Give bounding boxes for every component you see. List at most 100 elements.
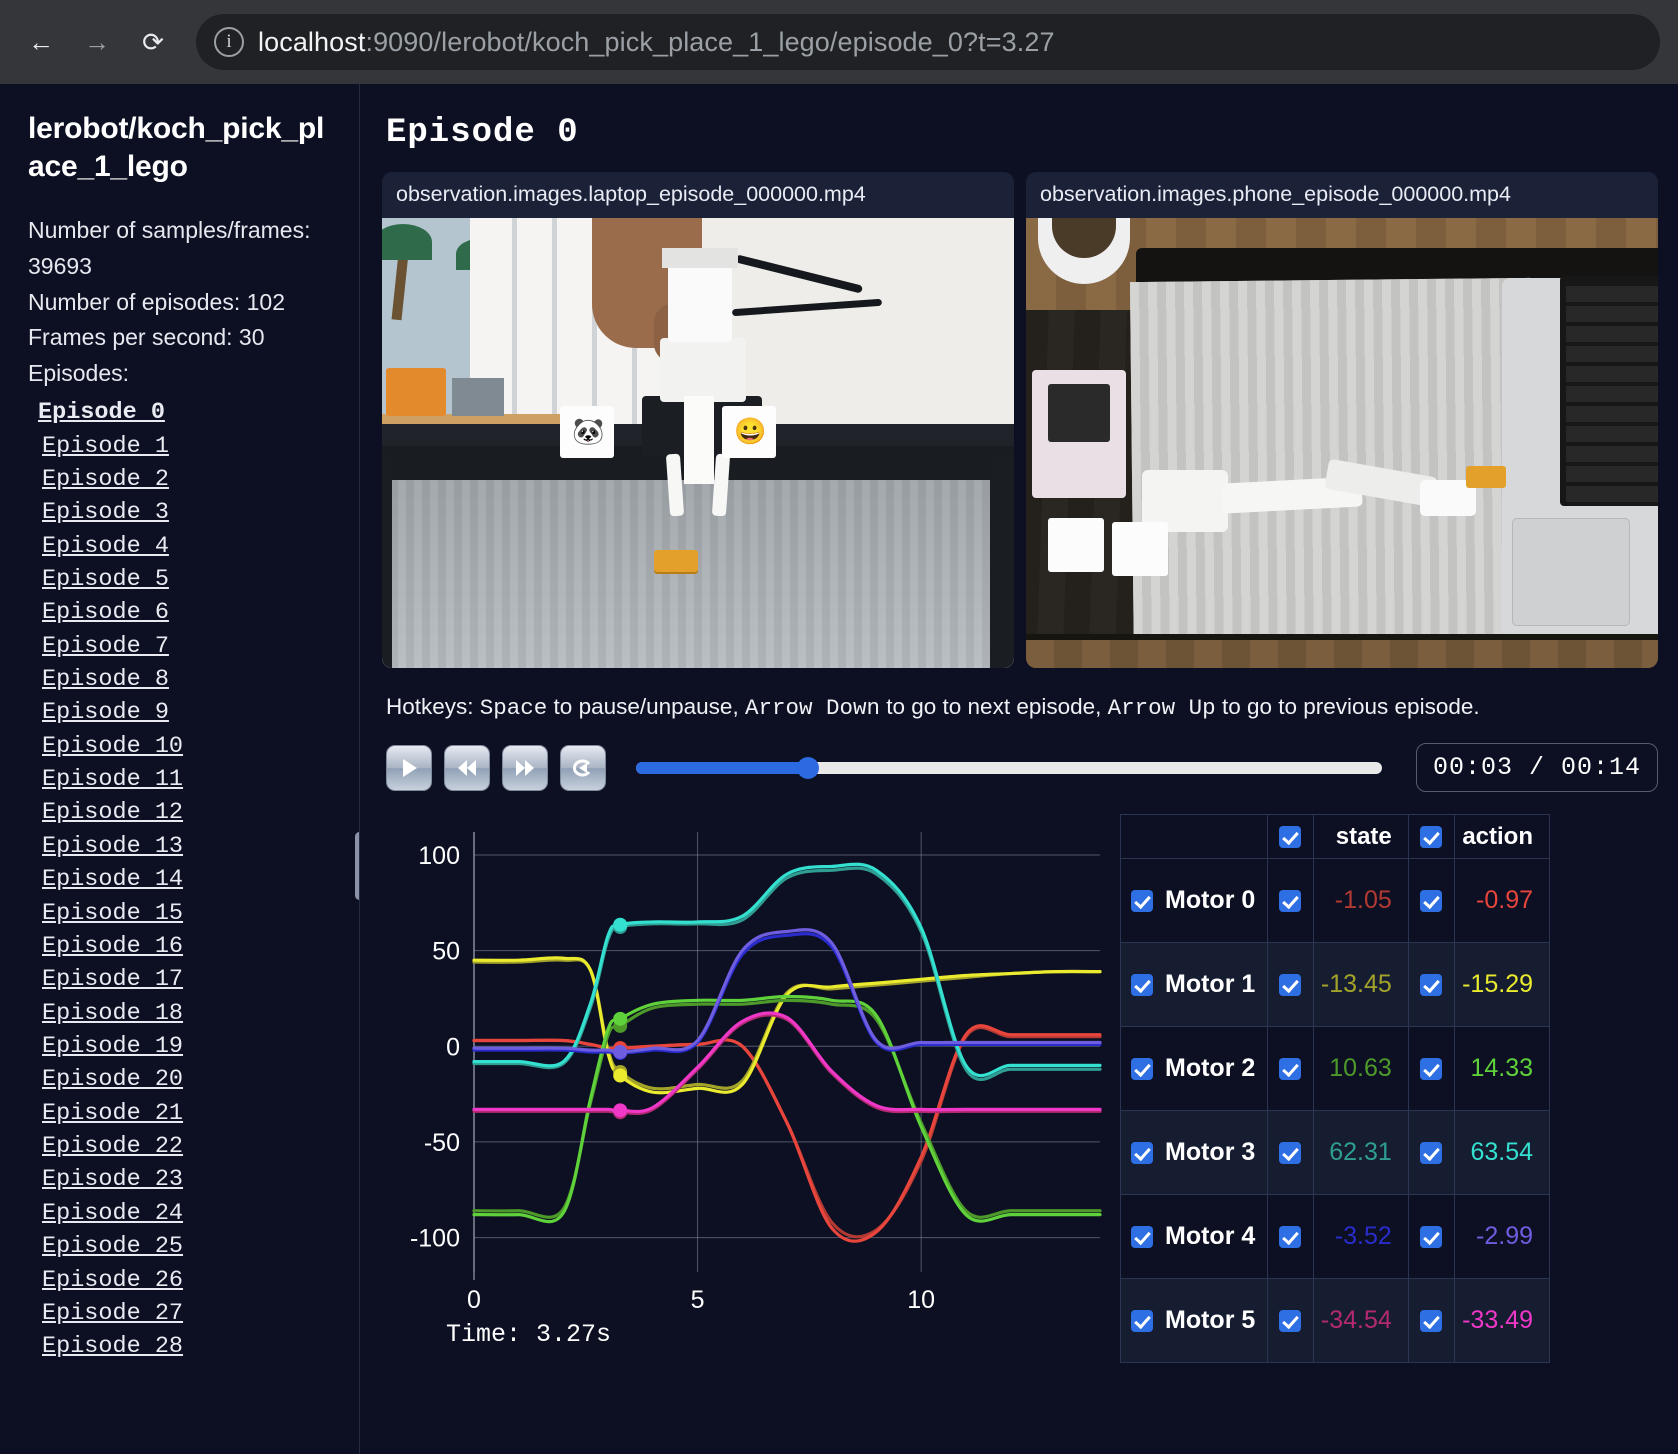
sidebar-item-episode-28[interactable]: Episode 28 — [42, 1333, 184, 1361]
state-value: 62.31 — [1312, 1110, 1409, 1195]
sidebar-item-episode-16[interactable]: Episode 16 — [42, 932, 184, 960]
sidebar-item-episode-0[interactable]: Episode 0 — [38, 399, 165, 427]
video-label-laptop: observation.images.laptop_episode_000000… — [382, 172, 1014, 218]
play-icon[interactable] — [386, 744, 432, 791]
checkbox-checked-icon[interactable] — [1279, 1141, 1302, 1164]
checkbox-checked-icon[interactable] — [1420, 1057, 1443, 1080]
motor-name-cell: Motor 2 — [1120, 1026, 1268, 1111]
sidebar-scrollbar-thumb[interactable] — [355, 832, 359, 900]
page-title: Episode 0 — [386, 114, 579, 152]
sidebar-item-episode-25[interactable]: Episode 25 — [42, 1233, 184, 1261]
sidebar-item-episode-9[interactable]: Episode 9 — [42, 699, 169, 727]
motor-name-cell: Motor 5 — [1120, 1278, 1268, 1363]
app-body: lerobot/koch_pick_place_1_lego Number of… — [0, 84, 1678, 1454]
sidebar-item-episode-21[interactable]: Episode 21 — [42, 1099, 184, 1127]
checkbox-checked-icon[interactable] — [1131, 1142, 1153, 1165]
checkbox-checked-icon[interactable] — [1420, 1141, 1443, 1164]
sidebar-item-episode-6[interactable]: Episode 6 — [42, 599, 169, 627]
checkbox-checked-icon[interactable] — [1420, 1309, 1443, 1332]
video-player-laptop[interactable]: 🐼 😀 — [382, 218, 1014, 668]
sidebar-item-episode-2[interactable]: Episode 2 — [42, 465, 169, 493]
address-bar[interactable]: i localhost:9090/lerobot/koch_pick_place… — [196, 14, 1660, 70]
header-state: state — [1312, 814, 1409, 859]
checkbox-checked-icon[interactable] — [1420, 889, 1443, 912]
action-checkbox-cell — [1407, 858, 1455, 943]
motor-table: state action Motor 0 -1.05 -0.97 Motor 1 -13… — [1120, 814, 1551, 1363]
state-value: -34.54 — [1312, 1278, 1409, 1363]
action-checkbox-cell — [1407, 1026, 1455, 1111]
sidebar-item-episode-7[interactable]: Episode 7 — [42, 632, 169, 660]
sidebar-item-episode-26[interactable]: Episode 26 — [42, 1266, 184, 1294]
hotkeys-prefix: Hotkeys: — [386, 694, 480, 719]
sidebar-item-episode-23[interactable]: Episode 23 — [42, 1166, 184, 1194]
table-row: Motor 3 62.31 63.54 — [1120, 1110, 1551, 1195]
checkbox-checked-icon[interactable] — [1279, 889, 1302, 912]
video-player-phone[interactable] — [1026, 218, 1658, 668]
reload-icon[interactable]: ⟳ — [142, 27, 164, 57]
sidebar-item-episode-15[interactable]: Episode 15 — [42, 899, 184, 927]
checkbox-checked-icon[interactable] — [1279, 1057, 1302, 1080]
sidebar-item-episode-19[interactable]: Episode 19 — [42, 1032, 184, 1060]
hotkey-space: Space — [479, 695, 548, 721]
checkbox-checked-icon[interactable] — [1279, 825, 1302, 848]
svg-text:5: 5 — [691, 1286, 705, 1314]
action-checkbox-cell — [1407, 1110, 1455, 1195]
checkbox-checked-icon[interactable] — [1131, 1310, 1153, 1333]
back-arrow-icon[interactable]: ← — [28, 27, 54, 57]
browser-toolbar: ← → ⟳ i localhost:9090/lerobot/koch_pick… — [0, 0, 1678, 84]
checkbox-checked-icon[interactable] — [1131, 890, 1153, 913]
checkbox-checked-icon[interactable] — [1131, 974, 1153, 997]
forward-arrow-icon[interactable]: → — [84, 27, 110, 57]
checkbox-checked-icon[interactable] — [1131, 1226, 1153, 1249]
sidebar-item-episode-10[interactable]: Episode 10 — [42, 732, 184, 760]
state-checkbox-cell — [1266, 858, 1314, 943]
checkbox-checked-icon[interactable] — [1279, 1309, 1302, 1332]
seek-thumb[interactable] — [796, 756, 819, 779]
state-checkbox-cell — [1266, 1194, 1314, 1279]
sidebar-item-episode-20[interactable]: Episode 20 — [42, 1066, 184, 1094]
video-card-laptop: observation.images.laptop_episode_000000… — [382, 172, 1014, 668]
checkbox-checked-icon[interactable] — [1420, 973, 1443, 996]
svg-text:-100: -100 — [410, 1225, 460, 1253]
info-icon[interactable]: i — [214, 27, 244, 57]
action-value: -15.29 — [1453, 942, 1551, 1027]
sidebar-item-episode-24[interactable]: Episode 24 — [42, 1199, 184, 1227]
rewind-icon[interactable] — [444, 744, 490, 791]
sidebar-item-episode-11[interactable]: Episode 11 — [42, 766, 184, 794]
action-checkbox-cell — [1407, 1194, 1455, 1279]
sidebar-item-episode-14[interactable]: Episode 14 — [42, 866, 184, 894]
sidebar-item-episode-4[interactable]: Episode 4 — [42, 532, 169, 560]
seek-slider[interactable] — [636, 756, 1382, 779]
checkbox-checked-icon[interactable] — [1279, 973, 1302, 996]
motor-label: Motor 2 — [1165, 1054, 1256, 1082]
action-value: -2.99 — [1453, 1194, 1551, 1279]
checkbox-checked-icon[interactable] — [1420, 1225, 1443, 1248]
sidebar-item-episode-18[interactable]: Episode 18 — [42, 999, 184, 1027]
svg-text:-50: -50 — [424, 1129, 460, 1157]
svg-text:50: 50 — [432, 938, 460, 966]
meta-fps: Frames per second: 30 — [28, 324, 265, 351]
sidebar-item-episode-8[interactable]: Episode 8 — [42, 666, 169, 694]
dataset-meta: Number of samples/frames: 39693 Number o… — [28, 213, 328, 392]
sidebar-item-episode-13[interactable]: Episode 13 — [42, 832, 184, 860]
header-action-checkbox-cell — [1407, 814, 1455, 859]
sidebar-item-episode-3[interactable]: Episode 3 — [42, 499, 169, 527]
checkbox-checked-icon[interactable] — [1420, 825, 1443, 848]
video-grid: observation.images.laptop_episode_000000… — [382, 172, 1658, 668]
time-display: 00:03 / 00:14 — [1415, 743, 1658, 792]
sidebar-item-episode-12[interactable]: Episode 12 — [42, 799, 184, 827]
motor-label: Motor 5 — [1165, 1306, 1256, 1334]
sidebar-item-episode-5[interactable]: Episode 5 — [42, 565, 169, 593]
motor-name-cell: Motor 1 — [1120, 942, 1268, 1027]
loop-icon[interactable] — [560, 744, 606, 791]
sidebar-item-episode-22[interactable]: Episode 22 — [42, 1133, 184, 1161]
fast-forward-icon[interactable] — [502, 744, 548, 791]
sidebar-item-episode-17[interactable]: Episode 17 — [42, 966, 184, 994]
checkbox-checked-icon[interactable] — [1279, 1225, 1302, 1248]
sidebar-item-episode-1[interactable]: Episode 1 — [42, 432, 169, 460]
sidebar-item-episode-27[interactable]: Episode 27 — [42, 1299, 184, 1327]
seek-bar-container — [618, 756, 1404, 779]
seek-progress — [636, 761, 808, 774]
table-row: Motor 0 -1.05 -0.97 — [1120, 858, 1551, 943]
checkbox-checked-icon[interactable] — [1131, 1058, 1153, 1081]
